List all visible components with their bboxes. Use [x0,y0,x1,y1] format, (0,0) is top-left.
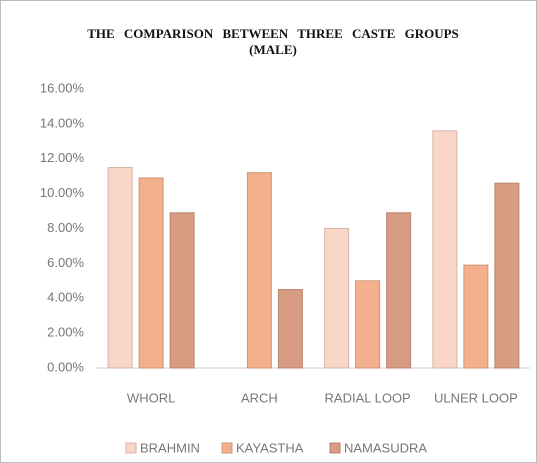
legend-swatch [221,442,233,454]
bar [432,130,458,369]
bar [494,182,520,369]
bar [277,289,303,369]
bar [169,212,195,369]
bar [107,166,133,369]
bar [246,172,272,369]
x-tick-label: ARCH [241,390,278,405]
y-tick-label: 6.00% [47,255,84,270]
y-tick-label: 10.00% [40,185,85,200]
legend-swatch [125,442,137,454]
x-tick-label: ULNER LOOP [434,390,518,405]
y-tick-label: 8.00% [47,220,84,235]
y-tick-label: 2.00% [47,325,84,340]
y-tick-label: 14.00% [40,115,85,130]
bar [463,264,489,369]
y-tick-label: 4.00% [47,290,84,305]
bar [138,177,164,369]
y-tick-label: 0.00% [47,359,84,374]
y-tick-label: 16.00% [40,80,85,95]
legend-label: BRAHMIN [140,440,200,455]
legend-label: KAYASTHA [236,440,304,455]
x-tick-label: WHORL [127,390,175,405]
x-tick-label: RADIAL LOOP [325,390,411,405]
y-tick-label: 12.00% [40,150,85,165]
chart-title: THE COMPARISON BETWEEN THREE CASTE GROUP… [87,26,459,57]
bar [386,212,412,369]
bar [324,228,350,369]
legend-swatch [329,442,341,454]
legend-label: NAMASUDRA [344,440,427,455]
bar [355,280,381,369]
